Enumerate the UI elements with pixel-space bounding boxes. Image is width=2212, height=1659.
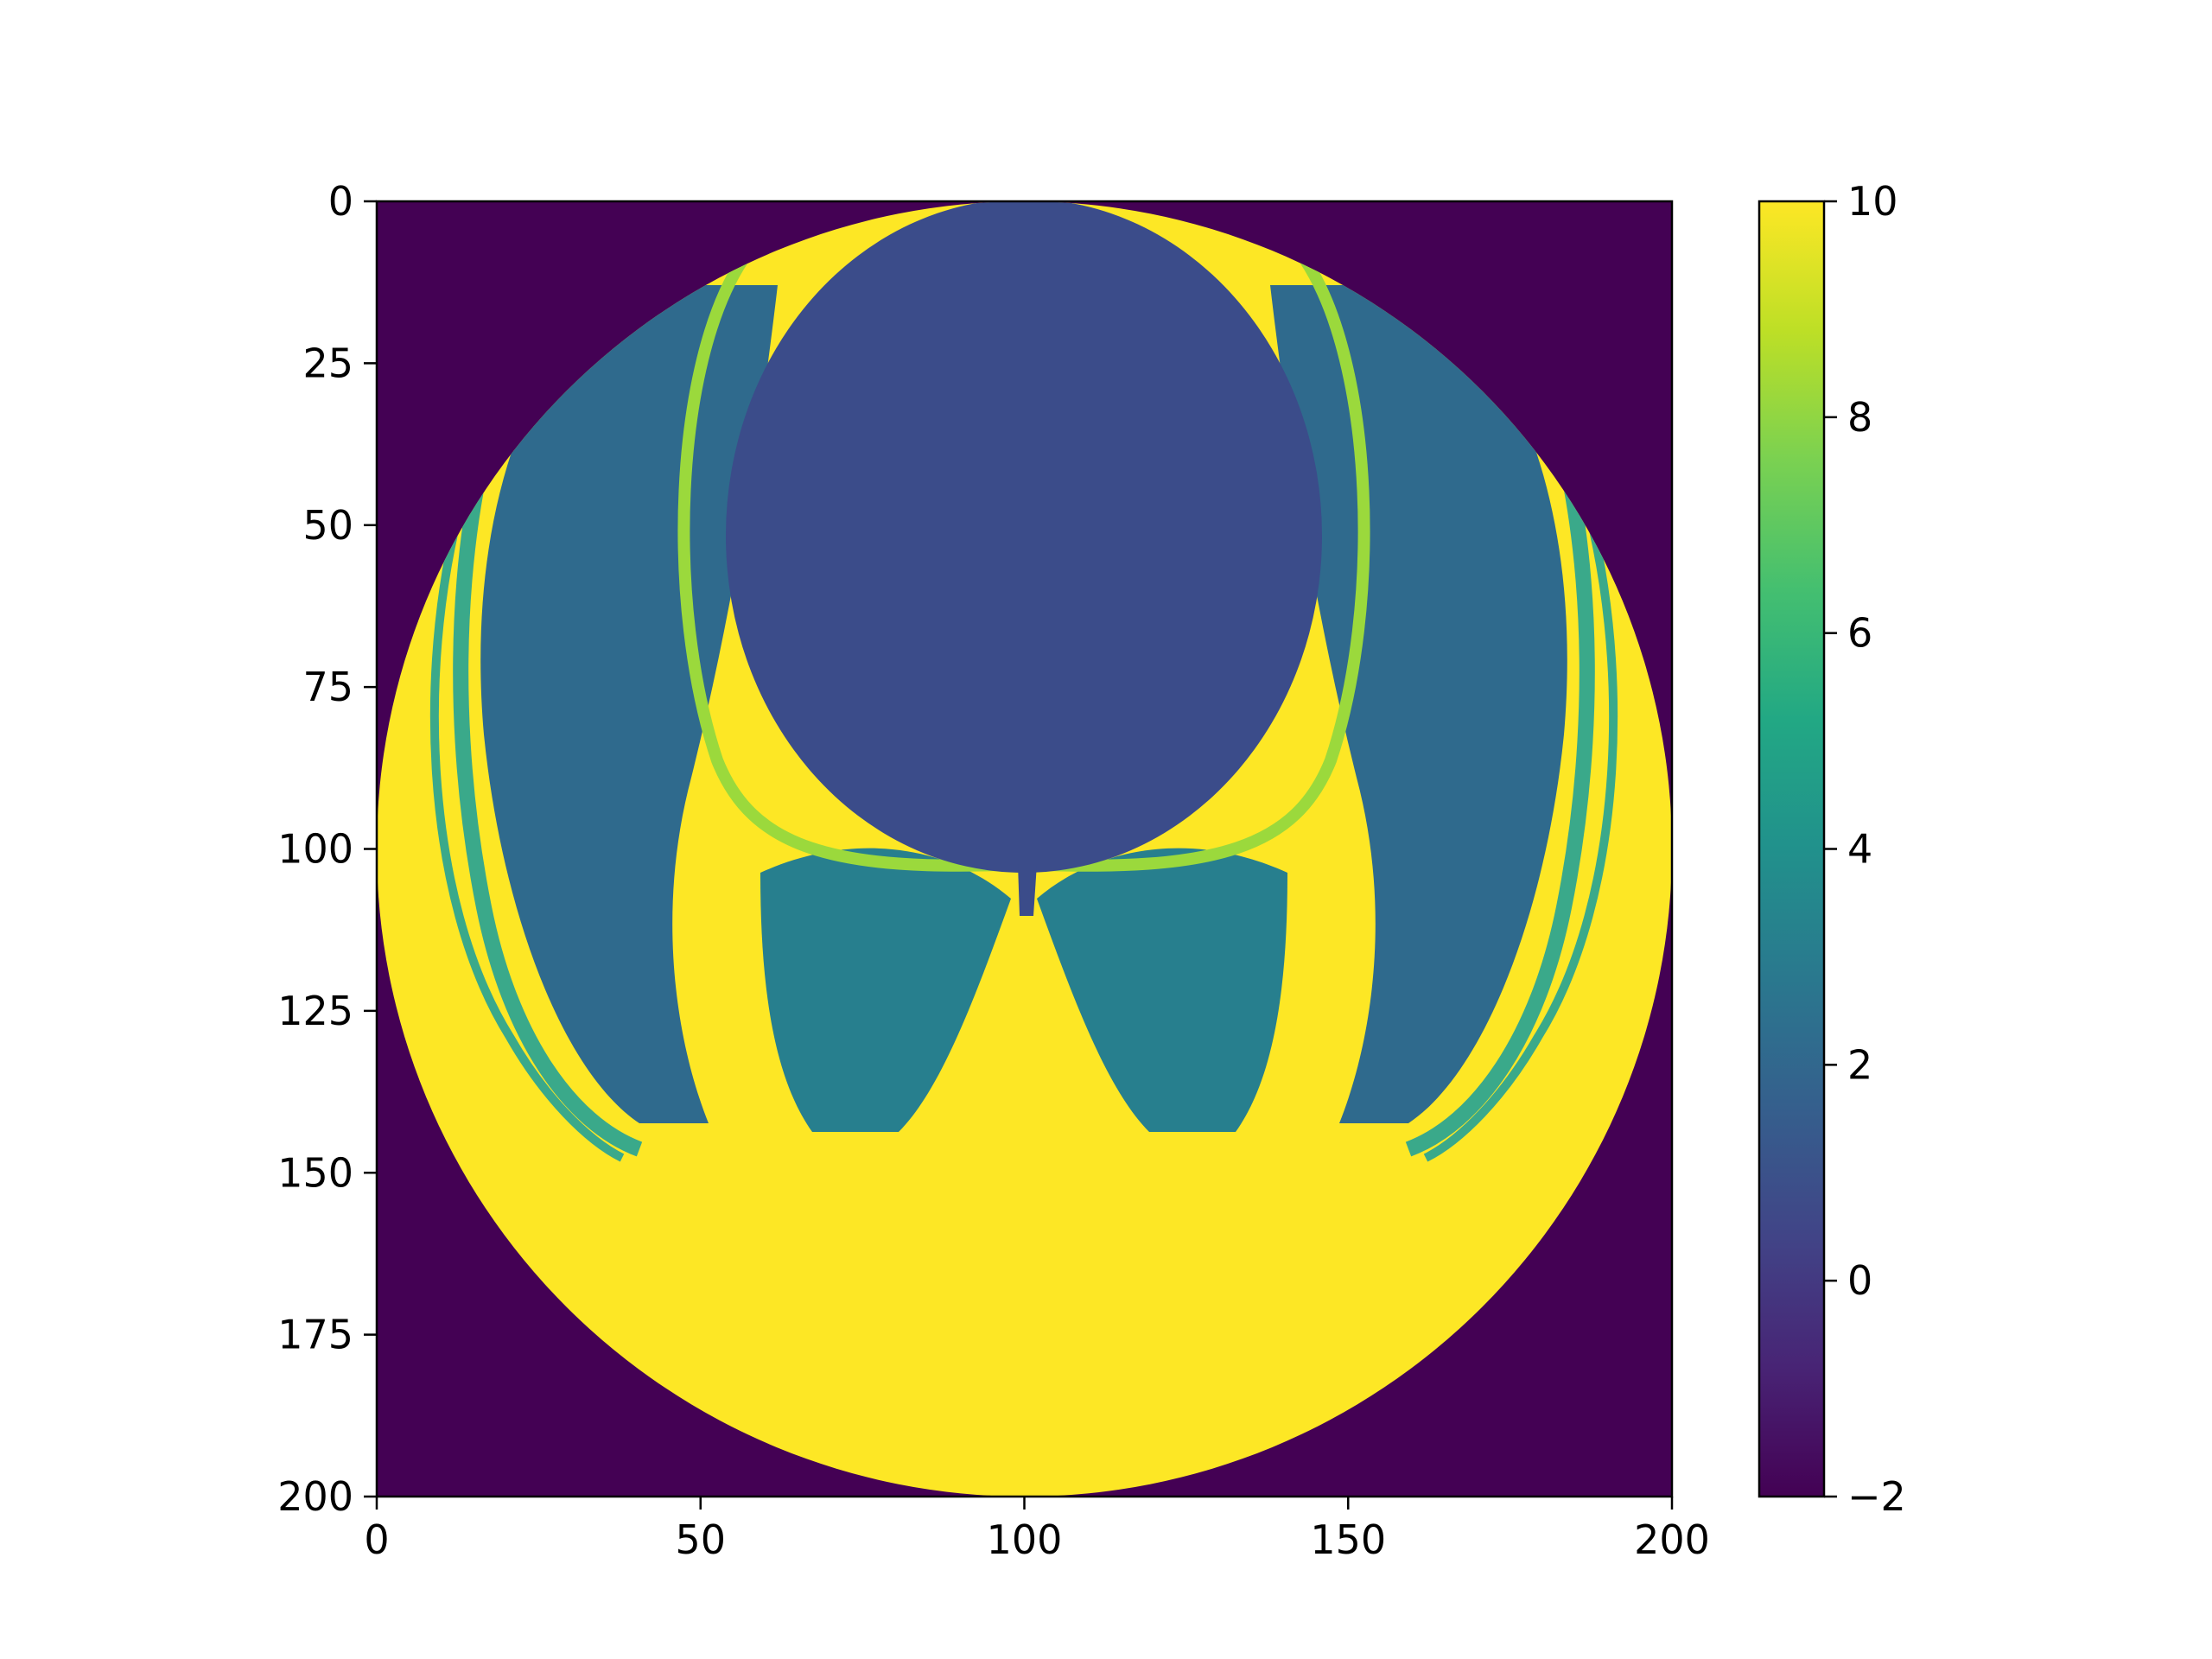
region-side-lobe-left	[480, 285, 778, 1123]
colorbar-tick-label: −2	[1847, 1473, 1906, 1520]
region-central-notch	[1018, 864, 1037, 916]
x-tick-label: 50	[675, 1516, 726, 1563]
colorbar-tick-label: 4	[1847, 826, 1872, 873]
y-tick-label: 100	[277, 826, 353, 873]
x-tick-label: 0	[364, 1516, 389, 1563]
colorbar: 10 8 6 4 2 0 −2	[1758, 178, 1906, 1520]
y-tick-label: 75	[302, 664, 353, 710]
region-upper-central-lobe	[726, 201, 1322, 873]
colorbar-tick-label: 8	[1847, 394, 1872, 441]
colorbar-tick-label: 2	[1847, 1041, 1872, 1088]
y-tick-label: 50	[302, 502, 353, 549]
x-axis: 0 50 100 150 200	[364, 1497, 1710, 1563]
colorbar-tick-label: 10	[1847, 178, 1898, 225]
y-tick-label: 25	[302, 340, 353, 386]
colorbar-tick-label: 6	[1847, 610, 1872, 657]
region-side-lobe-right	[1270, 285, 1567, 1123]
y-axis: 0 25 50 75 100 125 150 175 200	[277, 178, 377, 1520]
heatmap-image	[377, 201, 1672, 1497]
y-tick-label: 175	[277, 1312, 353, 1358]
boundary-band-outer-left	[429, 482, 625, 1162]
boundary-band-inner-left	[677, 256, 1025, 872]
y-tick-label: 0	[328, 178, 353, 225]
region-central-lower-lobe-left	[760, 848, 1011, 1132]
boundary-band-inner-right	[1023, 256, 1370, 872]
colorbar-tick-label: 0	[1847, 1257, 1872, 1304]
x-tick-label: 100	[987, 1516, 1063, 1563]
x-tick-label: 150	[1310, 1516, 1386, 1563]
y-tick-label: 125	[277, 988, 353, 1034]
colorbar-ticks: 10 8 6 4 2 0 −2	[1824, 178, 1906, 1520]
x-tick-label: 200	[1634, 1516, 1710, 1563]
y-tick-label: 150	[277, 1149, 353, 1196]
region-central-lower-lobe-right	[1037, 848, 1287, 1132]
colorbar-gradient	[1759, 201, 1824, 1497]
disk	[377, 201, 1672, 1497]
y-tick-label: 200	[277, 1473, 353, 1520]
boundary-band-outer-right	[1423, 482, 1618, 1162]
